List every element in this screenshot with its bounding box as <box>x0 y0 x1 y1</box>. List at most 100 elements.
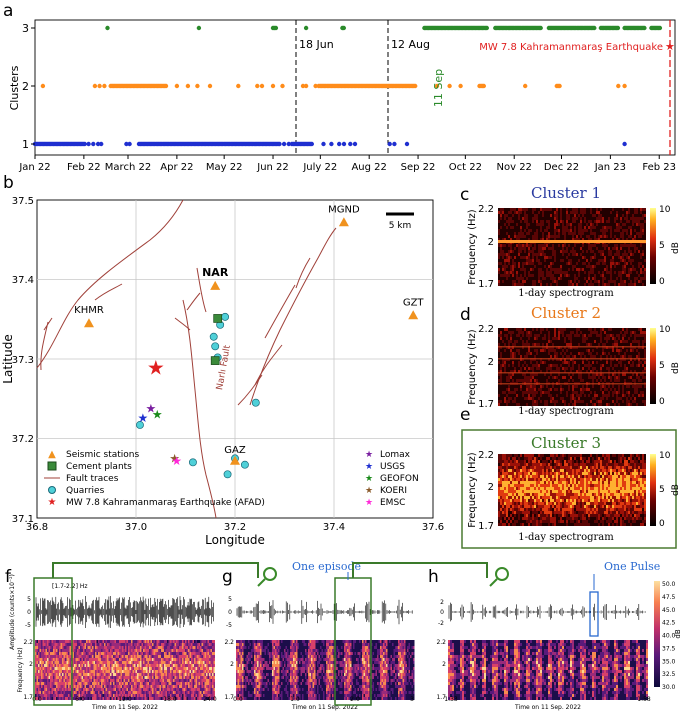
spec-cell <box>512 508 514 511</box>
spec-cell <box>578 328 580 331</box>
spec-cell <box>542 226 544 229</box>
spec-cell <box>498 274 500 277</box>
spec-cell <box>552 247 554 250</box>
spec-cell <box>498 484 500 487</box>
spec-cell <box>612 280 614 283</box>
cluster2-title: Cluster 2 <box>531 304 601 322</box>
spec-cell <box>506 259 508 262</box>
spec-cell <box>498 262 500 265</box>
spec-cell <box>552 283 554 286</box>
spec-cell <box>506 229 508 232</box>
spec-cell <box>538 460 540 463</box>
spec-cell <box>536 394 538 397</box>
spec-cell <box>524 235 526 238</box>
spec-cell <box>542 328 544 331</box>
spec-cell <box>516 508 518 511</box>
spec-cell <box>542 271 544 274</box>
spec-cell <box>542 256 544 259</box>
spec-cell <box>556 400 558 403</box>
spec-cell <box>508 499 510 502</box>
spec-cell <box>522 268 524 271</box>
spec-cell <box>620 274 622 277</box>
spec-cell <box>570 340 572 343</box>
spec-cell <box>546 223 548 226</box>
spec-cell <box>636 388 638 391</box>
spec-cell <box>536 328 538 331</box>
spec-cell <box>636 223 638 226</box>
spec-cell <box>528 352 530 355</box>
spec-cell <box>510 511 512 514</box>
spec-cell <box>502 481 504 484</box>
spec-cell <box>632 211 634 214</box>
spec-cell <box>622 274 624 277</box>
spec-cell <box>634 385 636 388</box>
spec-cell <box>606 262 608 265</box>
spec-cell <box>526 361 528 364</box>
spec-cell <box>604 394 606 397</box>
spec-cell <box>582 334 584 337</box>
spec-cell <box>628 364 630 367</box>
spec-cell <box>602 277 604 280</box>
spec-cell <box>608 385 610 388</box>
spec-cell <box>642 208 644 211</box>
spec-cell <box>568 340 570 343</box>
spec-cell <box>500 340 502 343</box>
spec-cell <box>614 367 616 370</box>
spec-cell <box>550 235 552 238</box>
spec-cell <box>630 211 632 214</box>
spec-cell <box>532 334 534 337</box>
spec-cell <box>626 244 628 247</box>
spec-cell <box>506 277 508 280</box>
spec-cell <box>596 400 598 403</box>
spec-cell <box>510 271 512 274</box>
cbar-d-10: 10 <box>659 325 671 335</box>
spec-cell <box>612 397 614 400</box>
spec-cell <box>540 394 542 397</box>
spec-cell <box>612 271 614 274</box>
spec-cell <box>584 223 586 226</box>
spec-cell <box>542 343 544 346</box>
spec-cell <box>582 223 584 226</box>
spec-cell <box>572 223 574 226</box>
spec-cell <box>516 244 518 247</box>
spec-cell <box>578 226 580 229</box>
xtick-a-label: Nov 22 <box>497 162 532 173</box>
spec-cell <box>574 244 576 247</box>
spec-cell <box>544 334 546 337</box>
spec-cell <box>498 259 500 262</box>
spec-cell <box>636 271 638 274</box>
spec-cell <box>534 280 536 283</box>
spec-cell <box>528 331 530 334</box>
spec-cell <box>626 250 628 253</box>
spec-cell <box>568 250 570 253</box>
spec-cell <box>504 511 506 514</box>
spec-cell <box>638 217 640 220</box>
spec-cell <box>596 262 598 265</box>
spec-cell <box>570 364 572 367</box>
spec-cell <box>576 394 578 397</box>
spec-cell <box>530 247 532 250</box>
spec-cell <box>532 343 534 346</box>
spec-cell <box>526 259 528 262</box>
spec-cell <box>550 220 552 223</box>
spec-cell <box>498 328 500 331</box>
spec-cell <box>530 484 532 487</box>
spec-cell <box>502 472 504 475</box>
spec-cell <box>598 388 600 391</box>
spec-cell <box>614 217 616 220</box>
spec-cell <box>614 262 616 265</box>
xtick-b-3: 37.4 <box>323 522 345 533</box>
spec-cell <box>502 259 504 262</box>
spec-cell <box>586 247 588 250</box>
spec-cell <box>604 391 606 394</box>
spec-cell <box>538 328 540 331</box>
spec-cell <box>568 211 570 214</box>
spec-cell <box>606 334 608 337</box>
spec-cell <box>606 232 608 235</box>
spec-cell <box>634 376 636 379</box>
spec-cell <box>510 223 512 226</box>
spec-cell <box>576 268 578 271</box>
spec-cell <box>588 337 590 340</box>
spec-cell <box>570 283 572 286</box>
spec-cell <box>504 367 506 370</box>
